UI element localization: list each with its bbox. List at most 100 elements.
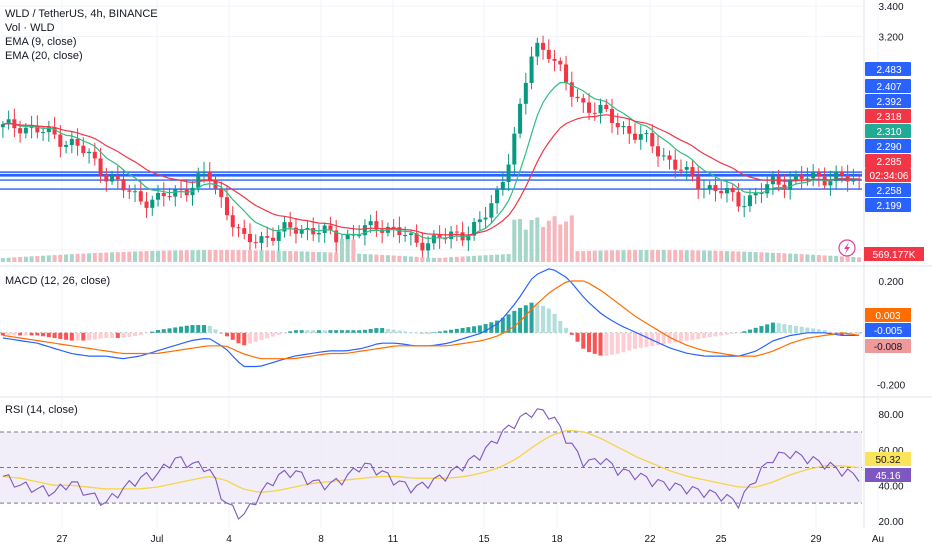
candle-body[interactable]: [431, 235, 436, 244]
candle-body[interactable]: [782, 184, 787, 190]
candle-body[interactable]: [828, 181, 833, 186]
candle-body[interactable]: [311, 228, 316, 235]
candle-body[interactable]: [483, 217, 488, 220]
candle-body[interactable]: [138, 191, 143, 202]
candle-body[interactable]: [236, 227, 241, 229]
candle-body[interactable]: [207, 171, 212, 180]
candle-body[interactable]: [621, 125, 626, 128]
candle-body[interactable]: [816, 172, 821, 177]
candle-body[interactable]: [288, 222, 293, 228]
candle-body[interactable]: [58, 134, 63, 147]
candle-body[interactable]: [512, 133, 517, 165]
candle-body[interactable]: [127, 190, 132, 192]
candle-body[interactable]: [265, 236, 270, 238]
candle-body[interactable]: [834, 171, 839, 182]
candle-body[interactable]: [92, 151, 97, 159]
candle-body[interactable]: [259, 236, 264, 243]
candle-body[interactable]: [592, 112, 597, 114]
candle-body[interactable]: [615, 122, 620, 128]
candle-body[interactable]: [46, 127, 51, 133]
candle-body[interactable]: [541, 42, 546, 50]
candle-body[interactable]: [0, 124, 5, 128]
candle-body[interactable]: [678, 169, 683, 171]
candle-body[interactable]: [523, 82, 528, 104]
candle-body[interactable]: [75, 138, 80, 146]
candle-body[interactable]: [552, 58, 557, 61]
candle-body[interactable]: [799, 174, 804, 179]
candle-body[interactable]: [581, 98, 586, 103]
candle-body[interactable]: [747, 195, 752, 207]
candle-body[interactable]: [701, 188, 706, 190]
candle-body[interactable]: [110, 175, 115, 182]
candle-body[interactable]: [564, 64, 569, 83]
candle-body[interactable]: [839, 171, 844, 176]
ema20-line[interactable]: [2, 114, 860, 236]
candle-body[interactable]: [121, 179, 126, 191]
candle-body[interactable]: [408, 233, 413, 235]
candle-body[interactable]: [443, 238, 448, 240]
candle-body[interactable]: [437, 235, 442, 239]
candle-body[interactable]: [765, 184, 770, 194]
candle-body[interactable]: [81, 145, 86, 154]
candle-body[interactable]: [598, 104, 603, 114]
candle-body[interactable]: [627, 125, 632, 134]
candle-body[interactable]: [391, 226, 396, 228]
candle-body[interactable]: [173, 189, 178, 197]
candle-body[interactable]: [742, 206, 747, 208]
candle-body[interactable]: [604, 104, 609, 110]
candle-body[interactable]: [104, 174, 109, 182]
candle-body[interactable]: [276, 231, 281, 241]
price-pane[interactable]: [0, 35, 862, 261]
candle-body[interactable]: [374, 221, 379, 230]
candle-body[interactable]: [357, 235, 362, 237]
candle-body[interactable]: [35, 125, 40, 133]
candle-body[interactable]: [811, 172, 816, 179]
candle-body[interactable]: [420, 242, 425, 251]
candle-body[interactable]: [696, 176, 701, 190]
candle-body[interactable]: [414, 233, 419, 243]
candle-body[interactable]: [529, 56, 534, 83]
candle-body[interactable]: [713, 185, 718, 191]
candle-body[interactable]: [293, 227, 298, 234]
candle-body[interactable]: [805, 178, 810, 180]
candle-body[interactable]: [64, 145, 69, 147]
candle-body[interactable]: [667, 155, 672, 160]
candle-body[interactable]: [661, 155, 666, 157]
candle-body[interactable]: [224, 197, 230, 216]
candle-body[interactable]: [18, 128, 23, 134]
candle-body[interactable]: [587, 102, 592, 113]
candle-body[interactable]: [719, 190, 724, 194]
candle-body[interactable]: [403, 234, 408, 236]
candle-body[interactable]: [133, 191, 138, 193]
candle-body[interactable]: [500, 182, 505, 190]
candle-body[interactable]: [299, 229, 304, 234]
candle-body[interactable]: [98, 158, 103, 175]
candle-body[interactable]: [6, 119, 11, 125]
candle-body[interactable]: [644, 133, 649, 135]
candle-body[interactable]: [87, 151, 92, 154]
candle-body[interactable]: [466, 235, 471, 241]
rsi-line[interactable]: [2, 408, 860, 520]
candle-body[interactable]: [334, 230, 339, 243]
candle-body[interactable]: [569, 82, 574, 97]
candle-body[interactable]: [546, 49, 551, 59]
candle-body[interactable]: [449, 231, 454, 239]
candle-body[interactable]: [753, 193, 758, 196]
candle-body[interactable]: [282, 222, 287, 232]
candle-body[interactable]: [316, 232, 321, 235]
rsi-ma-line[interactable]: [2, 429, 860, 493]
rsi-pane[interactable]: [0, 408, 862, 520]
candle-body[interactable]: [489, 203, 494, 218]
candle-body[interactable]: [575, 96, 580, 99]
candle-body[interactable]: [270, 237, 275, 241]
lightning-icon[interactable]: [838, 239, 856, 257]
candle-body[interactable]: [736, 192, 741, 207]
candle-body[interactable]: [788, 180, 793, 190]
candle-body[interactable]: [632, 133, 638, 140]
candle-body[interactable]: [242, 228, 247, 234]
candle-body[interactable]: [724, 187, 729, 194]
candle-body[interactable]: [673, 159, 678, 170]
candle-body[interactable]: [793, 174, 798, 181]
candle-body[interactable]: [477, 219, 482, 223]
candle-body[interactable]: [730, 187, 735, 193]
